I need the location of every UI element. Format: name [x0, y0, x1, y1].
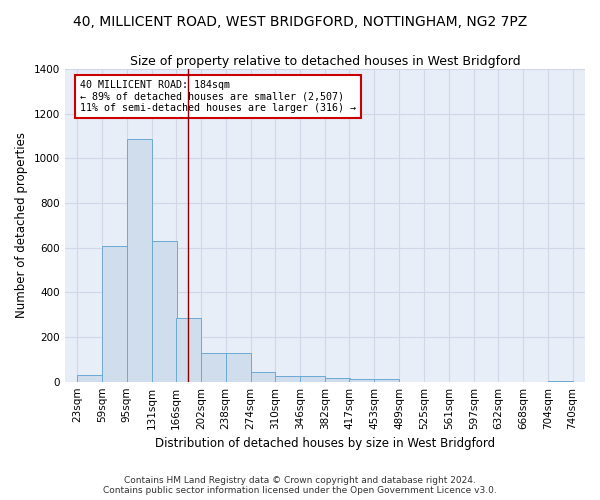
Y-axis label: Number of detached properties: Number of detached properties	[15, 132, 28, 318]
Bar	[548, 380, 572, 382]
Bar	[77, 375, 102, 382]
Bar	[349, 380, 374, 382]
Text: 40 MILLICENT ROAD: 184sqm
← 89% of detached houses are smaller (2,507)
11% of se: 40 MILLICENT ROAD: 184sqm ← 89% of detac…	[80, 80, 356, 114]
Text: Contains HM Land Registry data © Crown copyright and database right 2024.
Contai: Contains HM Land Registry data © Crown c…	[103, 476, 497, 495]
Title: Size of property relative to detached houses in West Bridgford: Size of property relative to detached ho…	[130, 55, 520, 68]
Bar	[325, 378, 350, 382]
Bar	[301, 376, 325, 382]
Bar	[275, 376, 301, 382]
Bar	[226, 352, 251, 382]
Bar	[374, 380, 399, 382]
Bar	[251, 372, 275, 382]
Bar	[102, 246, 127, 382]
Bar	[127, 140, 152, 382]
X-axis label: Distribution of detached houses by size in West Bridgford: Distribution of detached houses by size …	[155, 437, 495, 450]
Text: 40, MILLICENT ROAD, WEST BRIDGFORD, NOTTINGHAM, NG2 7PZ: 40, MILLICENT ROAD, WEST BRIDGFORD, NOTT…	[73, 15, 527, 29]
Bar	[152, 241, 176, 382]
Bar	[201, 352, 226, 382]
Bar	[176, 318, 201, 382]
